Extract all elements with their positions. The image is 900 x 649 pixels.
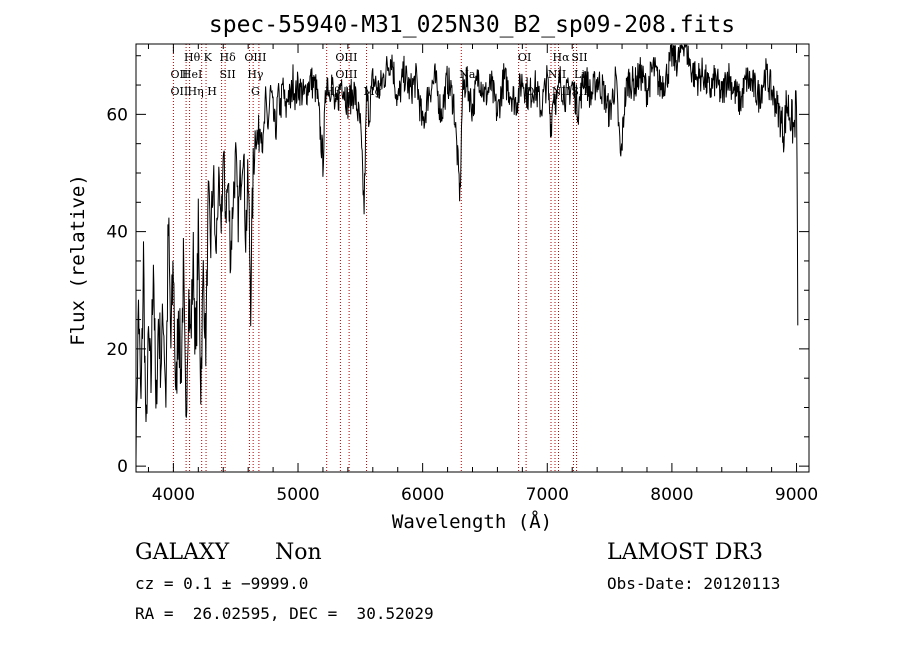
- sky-coordinates: RA = 26.02595, DEC = 30.52029: [135, 604, 434, 623]
- line-label-7-1: Hγ: [247, 68, 264, 81]
- spectrum-line: [135, 43, 799, 461]
- line-label-5-0: Hδ: [220, 51, 237, 64]
- observation-date: Obs-Date: 20120113: [607, 574, 780, 593]
- axis-ticks: [136, 44, 809, 472]
- x-tick-label-4: 8000: [650, 485, 693, 505]
- y-tick-label-3: 60: [106, 105, 128, 125]
- line-label-18-0: Hα: [552, 51, 570, 64]
- y-tick-label-2: 40: [106, 223, 128, 243]
- line-label-3-0: K: [204, 51, 213, 64]
- redshift-value: cz = 0.1 ± −9999.0: [135, 574, 308, 593]
- line-label-20-0: SII: [571, 51, 587, 64]
- x-tick-label-1: 5000: [276, 485, 319, 505]
- line-label-20-1: Li: [574, 68, 585, 81]
- line-label-7-2: G: [251, 85, 260, 98]
- line-label-15-0: OI: [518, 51, 531, 64]
- x-tick-label-3: 7000: [526, 485, 569, 505]
- line-label-11-1: OIII: [335, 68, 357, 81]
- x-tick-label-0: 4000: [152, 485, 195, 505]
- spectrum-info-panel: GALAXY Non LAMOST DR3 cz = 0.1 ± −9999.0…: [135, 540, 780, 623]
- x-axis-label: Wavelength (Å): [392, 510, 552, 533]
- line-label-5-1: SII: [220, 68, 236, 81]
- line-label-0-0: OII: [171, 68, 189, 81]
- line-label-2-0: Hη: [187, 85, 203, 98]
- object-class: GALAXY: [135, 540, 230, 565]
- axis-tick-labels: 4000 5000 6000 7000 8000 9000 0 20 40 60: [106, 105, 818, 505]
- y-tick-label-1: 20: [106, 340, 128, 360]
- line-label-7-0: OIII: [244, 51, 266, 64]
- line-label-4-0: H: [207, 85, 217, 98]
- survey-name: LAMOST DR3: [607, 540, 763, 565]
- x-tick-label-2: 6000: [401, 485, 444, 505]
- object-subclass: Non: [275, 540, 322, 565]
- y-tick-label-0: 0: [117, 457, 128, 477]
- line-label-0-1: OII: [171, 85, 189, 98]
- line-label-17-0: NII: [548, 68, 566, 81]
- plot-frame: [135, 43, 810, 473]
- y-axis-label: Flux (relative): [67, 174, 89, 346]
- x-tick-label-5: 9000: [775, 485, 818, 505]
- line-label-1-0: Hθ: [184, 51, 201, 64]
- line-label-1-1: HeI: [182, 68, 202, 81]
- spectrum-series: [135, 43, 799, 461]
- chart-title: spec-55940-M31_025N30_B2_sp09-208.fits: [209, 12, 735, 38]
- line-label-11-0: OIII: [335, 51, 357, 64]
